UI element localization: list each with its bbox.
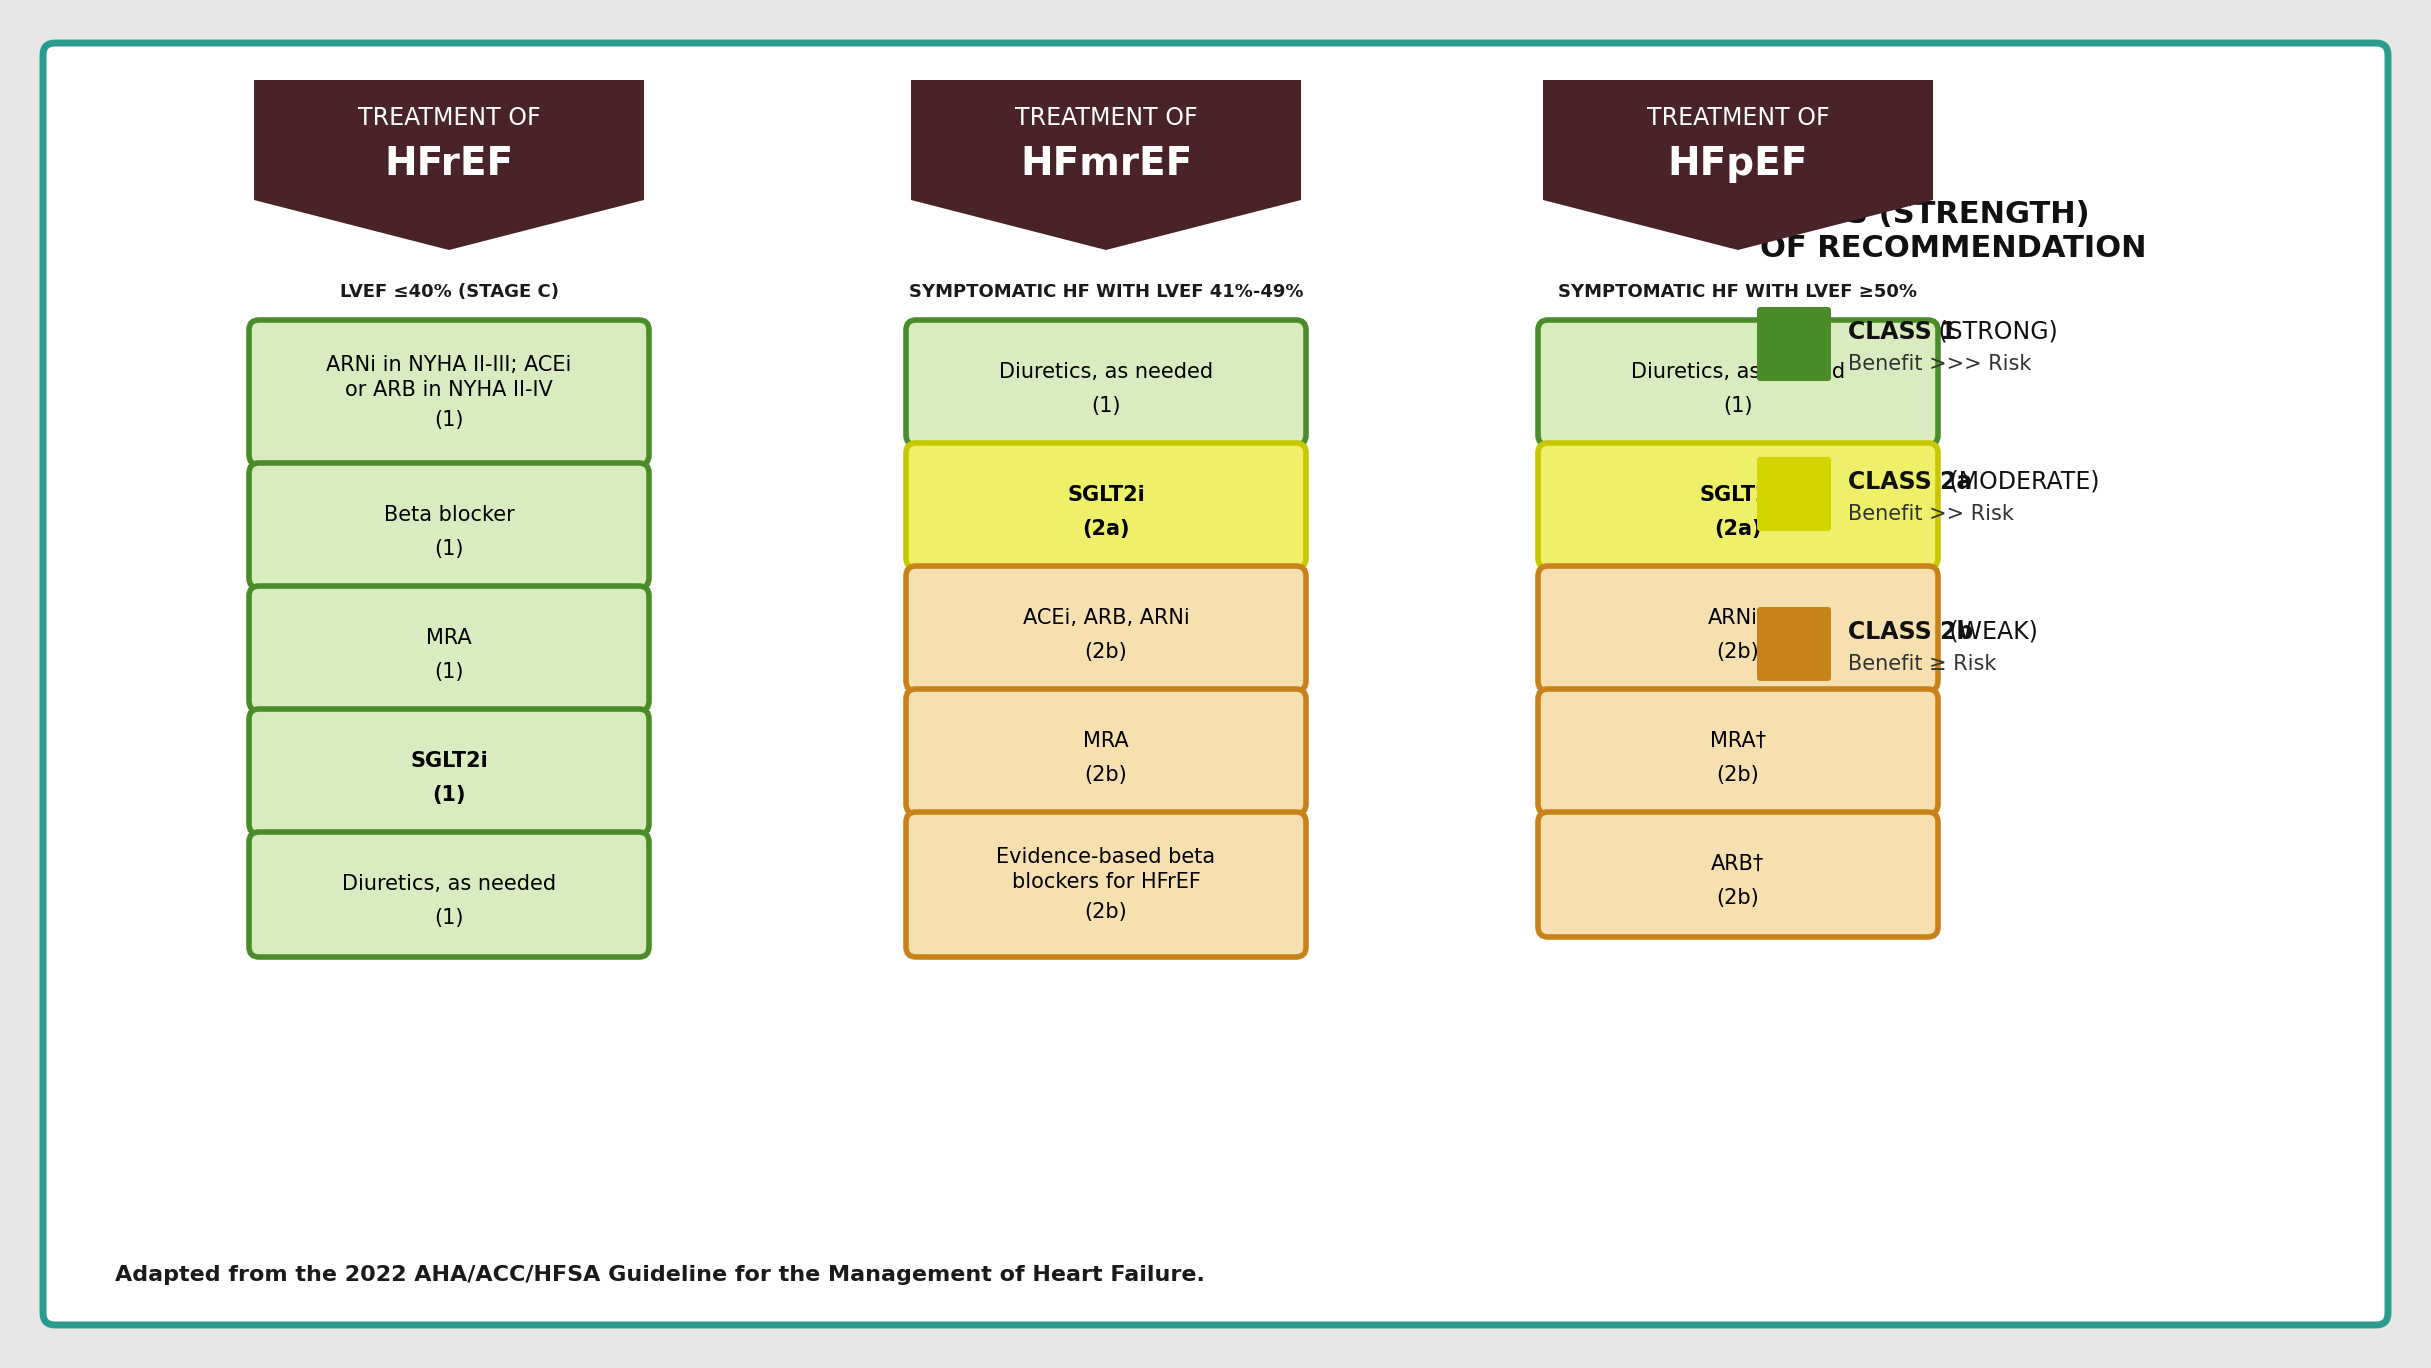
Text: ARNi in NYHA Il-IlI; ACEi
or ARB in NYHA II-IV: ARNi in NYHA Il-IlI; ACEi or ARB in NYHA… — [326, 356, 571, 399]
Text: (2a): (2a) — [1714, 518, 1762, 539]
FancyBboxPatch shape — [1539, 443, 1938, 568]
FancyBboxPatch shape — [907, 813, 1305, 958]
Text: Evidence-based beta
blockers for HFrEF: Evidence-based beta blockers for HFrEF — [997, 847, 1216, 892]
Text: Benefit ≥ Risk: Benefit ≥ Risk — [1848, 654, 1996, 674]
Text: SYMPTOMATIC HF WITH LVEF ≥50%: SYMPTOMATIC HF WITH LVEF ≥50% — [1558, 283, 1918, 301]
Text: MRA: MRA — [425, 628, 472, 648]
Text: SGLT2i: SGLT2i — [1699, 486, 1777, 505]
Text: (1): (1) — [433, 785, 467, 804]
Text: ACEi, ARB, ARNi: ACEi, ARB, ARNi — [1023, 607, 1189, 628]
Text: MRA†: MRA† — [1709, 731, 1765, 751]
Text: (2b): (2b) — [1084, 765, 1128, 785]
Text: Benefit >>> Risk: Benefit >>> Risk — [1848, 354, 2032, 373]
Text: (1): (1) — [435, 539, 464, 558]
FancyBboxPatch shape — [1539, 320, 1938, 445]
FancyBboxPatch shape — [1758, 457, 1831, 531]
Text: Diuretics, as needed: Diuretics, as needed — [999, 363, 1213, 382]
FancyBboxPatch shape — [1758, 607, 1831, 681]
Text: (2b): (2b) — [1716, 642, 1760, 662]
FancyBboxPatch shape — [1539, 813, 1938, 937]
Text: TREATMENT OF: TREATMENT OF — [357, 107, 540, 130]
Text: ARB†: ARB† — [1711, 854, 1765, 874]
Text: (1): (1) — [1092, 395, 1121, 416]
Text: LVEF ≤40% (STAGE C): LVEF ≤40% (STAGE C) — [340, 283, 559, 301]
Text: Diuretics, as needed: Diuretics, as needed — [1631, 363, 1845, 382]
Text: (2b): (2b) — [1084, 642, 1128, 662]
Text: (1): (1) — [435, 662, 464, 681]
FancyBboxPatch shape — [248, 586, 649, 711]
Text: Benefit >> Risk: Benefit >> Risk — [1848, 503, 2013, 524]
FancyBboxPatch shape — [1758, 306, 1831, 382]
Text: HFpEF: HFpEF — [1668, 145, 1809, 183]
FancyBboxPatch shape — [44, 42, 2387, 1326]
FancyBboxPatch shape — [248, 709, 649, 834]
Text: TREATMENT OF: TREATMENT OF — [1646, 107, 1828, 130]
Text: SYMPTOMATIC HF WITH LVEF 41%-49%: SYMPTOMATIC HF WITH LVEF 41%-49% — [909, 283, 1303, 301]
Text: (1): (1) — [435, 410, 464, 430]
Text: (1): (1) — [435, 907, 464, 928]
Text: TREATMENT OF: TREATMENT OF — [1014, 107, 1198, 130]
Text: (2b): (2b) — [1716, 888, 1760, 907]
Text: SGLT2i: SGLT2i — [411, 751, 489, 772]
Text: CLASS 1: CLASS 1 — [1848, 320, 1957, 343]
FancyBboxPatch shape — [907, 566, 1305, 691]
FancyBboxPatch shape — [907, 689, 1305, 814]
Text: CLASS 2b: CLASS 2b — [1848, 620, 1974, 644]
FancyBboxPatch shape — [907, 443, 1305, 568]
FancyBboxPatch shape — [907, 320, 1305, 445]
Text: (WEAK): (WEAK) — [1942, 620, 2037, 644]
Text: (2b): (2b) — [1084, 902, 1128, 922]
Text: CLASS (STRENGTH): CLASS (STRENGTH) — [1760, 200, 2091, 228]
Text: (STRONG): (STRONG) — [1930, 320, 2057, 343]
Polygon shape — [1544, 79, 1933, 250]
Text: SGLT2i: SGLT2i — [1067, 486, 1145, 505]
Text: OF RECOMMENDATION: OF RECOMMENDATION — [1760, 234, 2147, 263]
Text: HFmrEF: HFmrEF — [1021, 145, 1191, 183]
Text: HFrEF: HFrEF — [384, 145, 513, 183]
Text: (2a): (2a) — [1082, 518, 1130, 539]
Text: Diuretics, as needed: Diuretics, as needed — [343, 874, 557, 895]
Text: ARNi†: ARNi† — [1707, 607, 1767, 628]
Text: (MODERATE): (MODERATE) — [1942, 471, 2100, 494]
FancyBboxPatch shape — [1539, 689, 1938, 814]
Text: Beta blocker: Beta blocker — [384, 505, 515, 525]
FancyBboxPatch shape — [248, 832, 649, 958]
Text: CLASS 2a: CLASS 2a — [1848, 471, 1972, 494]
Text: MRA: MRA — [1084, 731, 1128, 751]
FancyBboxPatch shape — [248, 462, 649, 588]
Text: (2b): (2b) — [1716, 765, 1760, 785]
Text: Adapted from the 2022 AHA/ACC/HFSA Guideline for the Management of Heart Failure: Adapted from the 2022 AHA/ACC/HFSA Guide… — [114, 1265, 1206, 1285]
FancyBboxPatch shape — [248, 320, 649, 465]
Polygon shape — [253, 79, 644, 250]
FancyBboxPatch shape — [1539, 566, 1938, 691]
Polygon shape — [912, 79, 1301, 250]
Text: (1): (1) — [1724, 395, 1753, 416]
